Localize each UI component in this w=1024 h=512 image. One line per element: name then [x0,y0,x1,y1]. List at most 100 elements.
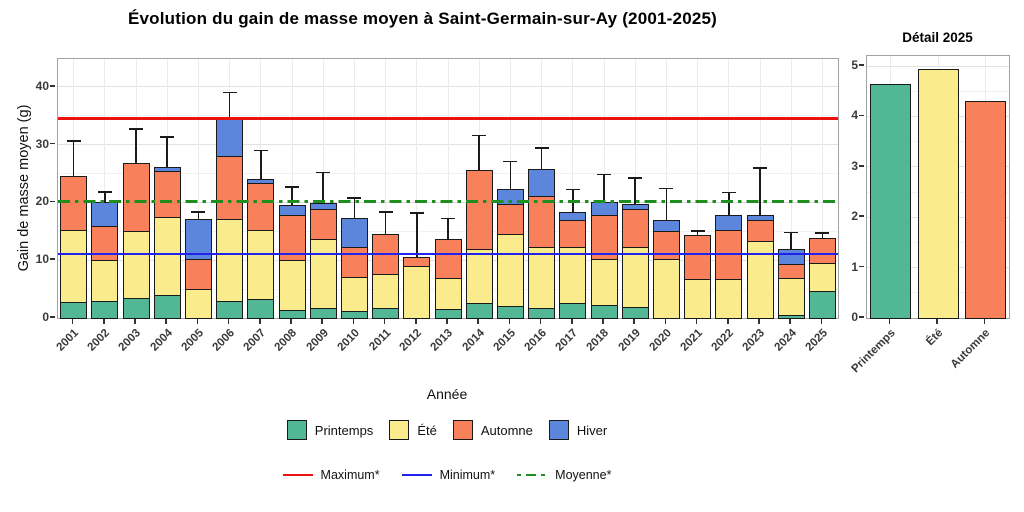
bar-segment-été [403,265,431,319]
error-bar-line [759,168,761,216]
x-tick-mark [758,319,760,324]
gridline-vertical [790,59,792,318]
error-bar-line [509,161,512,189]
error-bar-cap [191,211,206,213]
x-tick-mark [983,319,986,324]
x-tick-mark [165,319,167,324]
error-bar-line [790,232,792,249]
error-bar-line [197,212,200,219]
minimum-line-key [401,473,432,477]
bar-segment-été [434,277,462,311]
lines-legend: Maximum* Minimum* Moyenne* [57,468,837,482]
detail-chart-title: Détail 2025 [902,30,973,45]
error-bar-line [353,197,356,218]
x-tick-mark [571,319,573,324]
bar-segment-été [777,277,805,317]
bar-segment-été [340,276,368,313]
legend-item-printemps: Printemps [286,420,374,440]
bar-segment-automne [122,163,150,233]
bar-segment-hiver [91,202,119,227]
moyenne-line-key [517,473,548,477]
bar-segment-été [559,246,587,304]
error-bar-line [291,186,293,206]
y-tick-label: 5 [851,58,858,73]
bar-segment-été [808,262,836,293]
legend-item-moyenne: Moyenne* [517,468,611,482]
refline-maximum [58,117,838,120]
error-bar-line [696,231,699,235]
gridline-vertical [385,59,387,318]
main-axes-layer: 0 10 20 30 40 2001 2002 2003 2004 2005 2006 2007 200… [36,58,837,354]
bar-segment-hiver [278,205,306,216]
error-bar-cap [753,167,767,170]
bar-segment-été [465,249,493,304]
error-bar-cap [472,134,487,137]
error-bar-line [821,233,824,238]
y-tick-label: 0 [42,310,49,324]
error-bar-cap [441,217,455,220]
error-bar-cap [285,185,299,188]
y-tick-mark [859,215,864,218]
error-bar-cap [253,149,268,152]
bar-segment-automne [184,259,212,291]
bar-segment-automne [528,196,556,249]
y-tick-mark [50,84,55,87]
y-tick-mark [859,64,864,66]
error-bar-line [135,128,137,164]
legend-item-hiver: Hiver [548,420,608,440]
gridline-vertical [416,59,418,318]
x-tick-mark [664,319,667,324]
bar-segment-été [184,289,212,319]
bar-segment-hiver [309,202,337,210]
bar-segment-automne [60,176,88,231]
page-title: Évolution du gain de masse moyen à Saint… [127,9,718,28]
bar-segment-hiver [621,204,649,211]
gridline-vertical [572,59,574,318]
bar-segment-automne [247,183,275,231]
error-bar-cap [409,211,424,214]
bar-segment-hiver [746,215,774,221]
y-tick-label: 0 [851,310,858,324]
été-swatch [389,420,410,440]
x-tick-mark [196,319,199,324]
legend-label: Printemps [314,422,374,438]
refline-minimum [58,252,838,255]
bar-segment-hiver [153,166,181,172]
y-tick-label: 10 [35,252,49,267]
y-tick-label: 30 [35,136,49,151]
bar-segment-été [496,233,524,307]
bar-segment-printemps [808,291,836,319]
error-bar-cap [97,191,112,193]
error-bar-cap [222,91,237,94]
legend-label: Automne [480,422,533,438]
y-tick-mark [50,258,55,260]
bar-segment-automne [434,238,462,279]
x-tick-mark [134,319,136,324]
y-tick-label: 20 [35,194,49,209]
error-bar-cap [129,128,143,130]
x-tick-mark [820,319,823,324]
y-tick-label: 3 [851,158,858,173]
x-tick-mark [103,319,105,324]
x-tick-mark [727,319,729,324]
bar-segment-automne [964,101,1006,319]
bar-segment-été [652,259,680,319]
bar-segment-hiver [528,169,556,198]
bar-segment-été [247,229,275,300]
error-bar-line [416,212,418,258]
y-tick-mark [859,114,864,117]
gridline-vertical [728,59,730,318]
x-tick-mark [789,319,791,324]
y-tick-mark [50,142,55,145]
y-tick-mark [50,200,55,203]
error-bar-cap [565,188,580,191]
gridline-vertical [104,59,106,318]
x-tick-mark [633,319,635,324]
y-tick-label: 40 [35,78,49,93]
y-tick-label: 1 [851,259,858,274]
bar-segment-automne [652,230,680,261]
x-tick-mark [415,319,417,324]
legend-label: Hiver [576,422,608,438]
bar-segment-automne [496,204,524,235]
bar-segment-automne [153,170,181,218]
